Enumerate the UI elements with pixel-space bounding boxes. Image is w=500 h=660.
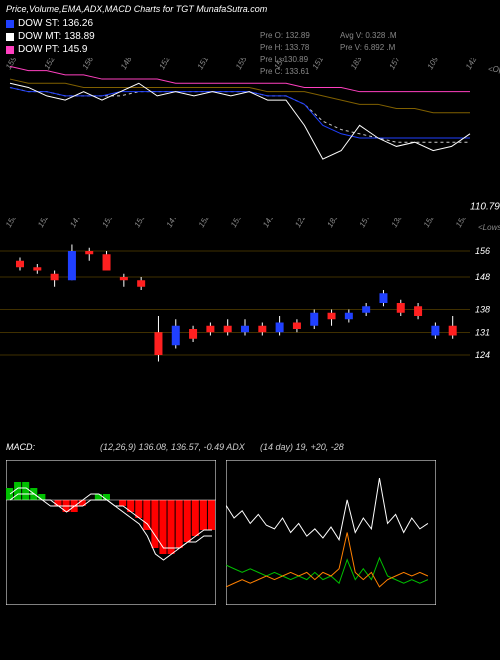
avg-v: Avg V: 0.328 .M (340, 30, 396, 42)
swatch-pt (6, 46, 14, 54)
svg-text:152: 152 (42, 58, 57, 71)
svg-text:122: 122 (293, 218, 308, 229)
svg-text:152: 152 (422, 218, 437, 229)
swatch-mt (6, 33, 14, 41)
legend: DOW ST: 136.26 DOW MT: 138.89 DOW PT: 14… (6, 18, 95, 57)
svg-text:151: 151 (311, 58, 325, 71)
panel-macd (6, 460, 216, 605)
svg-text:157: 157 (387, 58, 402, 71)
svg-text:158: 158 (454, 218, 469, 229)
macd-label: MACD: (6, 442, 35, 452)
legend-st-label: DOW ST: 136.26 (18, 18, 93, 29)
avg-values: Avg V: 0.328 .M Pre V: 6.892 .M (340, 30, 396, 54)
panel-candles: 156 148 138 131 124 158 152 147 159 153 147 152 159 1… (0, 218, 500, 368)
legend-mt-label: DOW MT: 138.89 (18, 31, 95, 42)
svg-text:138: 138 (475, 305, 490, 315)
svg-text:110.79: 110.79 (470, 201, 500, 212)
svg-text:<Open: <Open (488, 65, 500, 74)
svg-text:157: 157 (358, 218, 373, 229)
svg-text:148: 148 (119, 58, 134, 71)
svg-text:124: 124 (475, 350, 490, 360)
svg-text:147: 147 (165, 218, 180, 229)
pre-o: Pre O: 132.89 (260, 30, 310, 42)
adx-params: (14 day) 19, +20, -28 (260, 442, 344, 452)
panel-adx (226, 460, 436, 605)
svg-text:109: 109 (426, 58, 441, 71)
svg-text:156: 156 (81, 58, 96, 71)
avg-pv: Pre V: 6.892 .M (340, 42, 396, 54)
legend-pt: DOW PT: 145.9 (6, 44, 95, 55)
svg-text:156: 156 (475, 246, 490, 256)
legend-mt: DOW MT: 138.89 (6, 31, 95, 42)
svg-text:142: 142 (464, 58, 479, 71)
svg-text:156: 156 (272, 58, 287, 71)
svg-text:131: 131 (475, 327, 490, 337)
pre-h: Pre H: 133.78 (260, 42, 310, 54)
svg-text:147: 147 (68, 218, 83, 229)
svg-text:148: 148 (475, 272, 490, 282)
svg-text:155: 155 (234, 58, 249, 71)
chart-title: Price,Volume,EMA,ADX,MACD Charts for TGT… (6, 4, 267, 14)
svg-text:152: 152 (157, 58, 172, 71)
svg-text:153: 153 (133, 218, 148, 229)
panel-ema: 159 152 156 148 152 151 155 156 151 183 157 109 142 <… (0, 58, 500, 218)
legend-pt-label: DOW PT: 145.9 (18, 44, 87, 55)
svg-text:152: 152 (197, 218, 212, 229)
svg-text:183: 183 (325, 218, 340, 229)
macd-params: (12,26,9) 136.08, 136.57, -0.49 ADX (100, 442, 245, 452)
svg-text:159: 159 (4, 58, 19, 71)
svg-text:159: 159 (100, 218, 115, 229)
svg-text:183: 183 (349, 58, 364, 71)
svg-text:141: 141 (261, 218, 275, 229)
svg-text:138: 138 (390, 218, 405, 229)
svg-text:159: 159 (229, 218, 244, 229)
legend-st: DOW ST: 136.26 (6, 18, 95, 29)
svg-text:151: 151 (196, 58, 210, 71)
svg-text:158: 158 (4, 218, 19, 229)
svg-text:152: 152 (36, 218, 51, 229)
swatch-st (6, 20, 14, 28)
svg-text:<Lows: <Lows (478, 223, 500, 232)
